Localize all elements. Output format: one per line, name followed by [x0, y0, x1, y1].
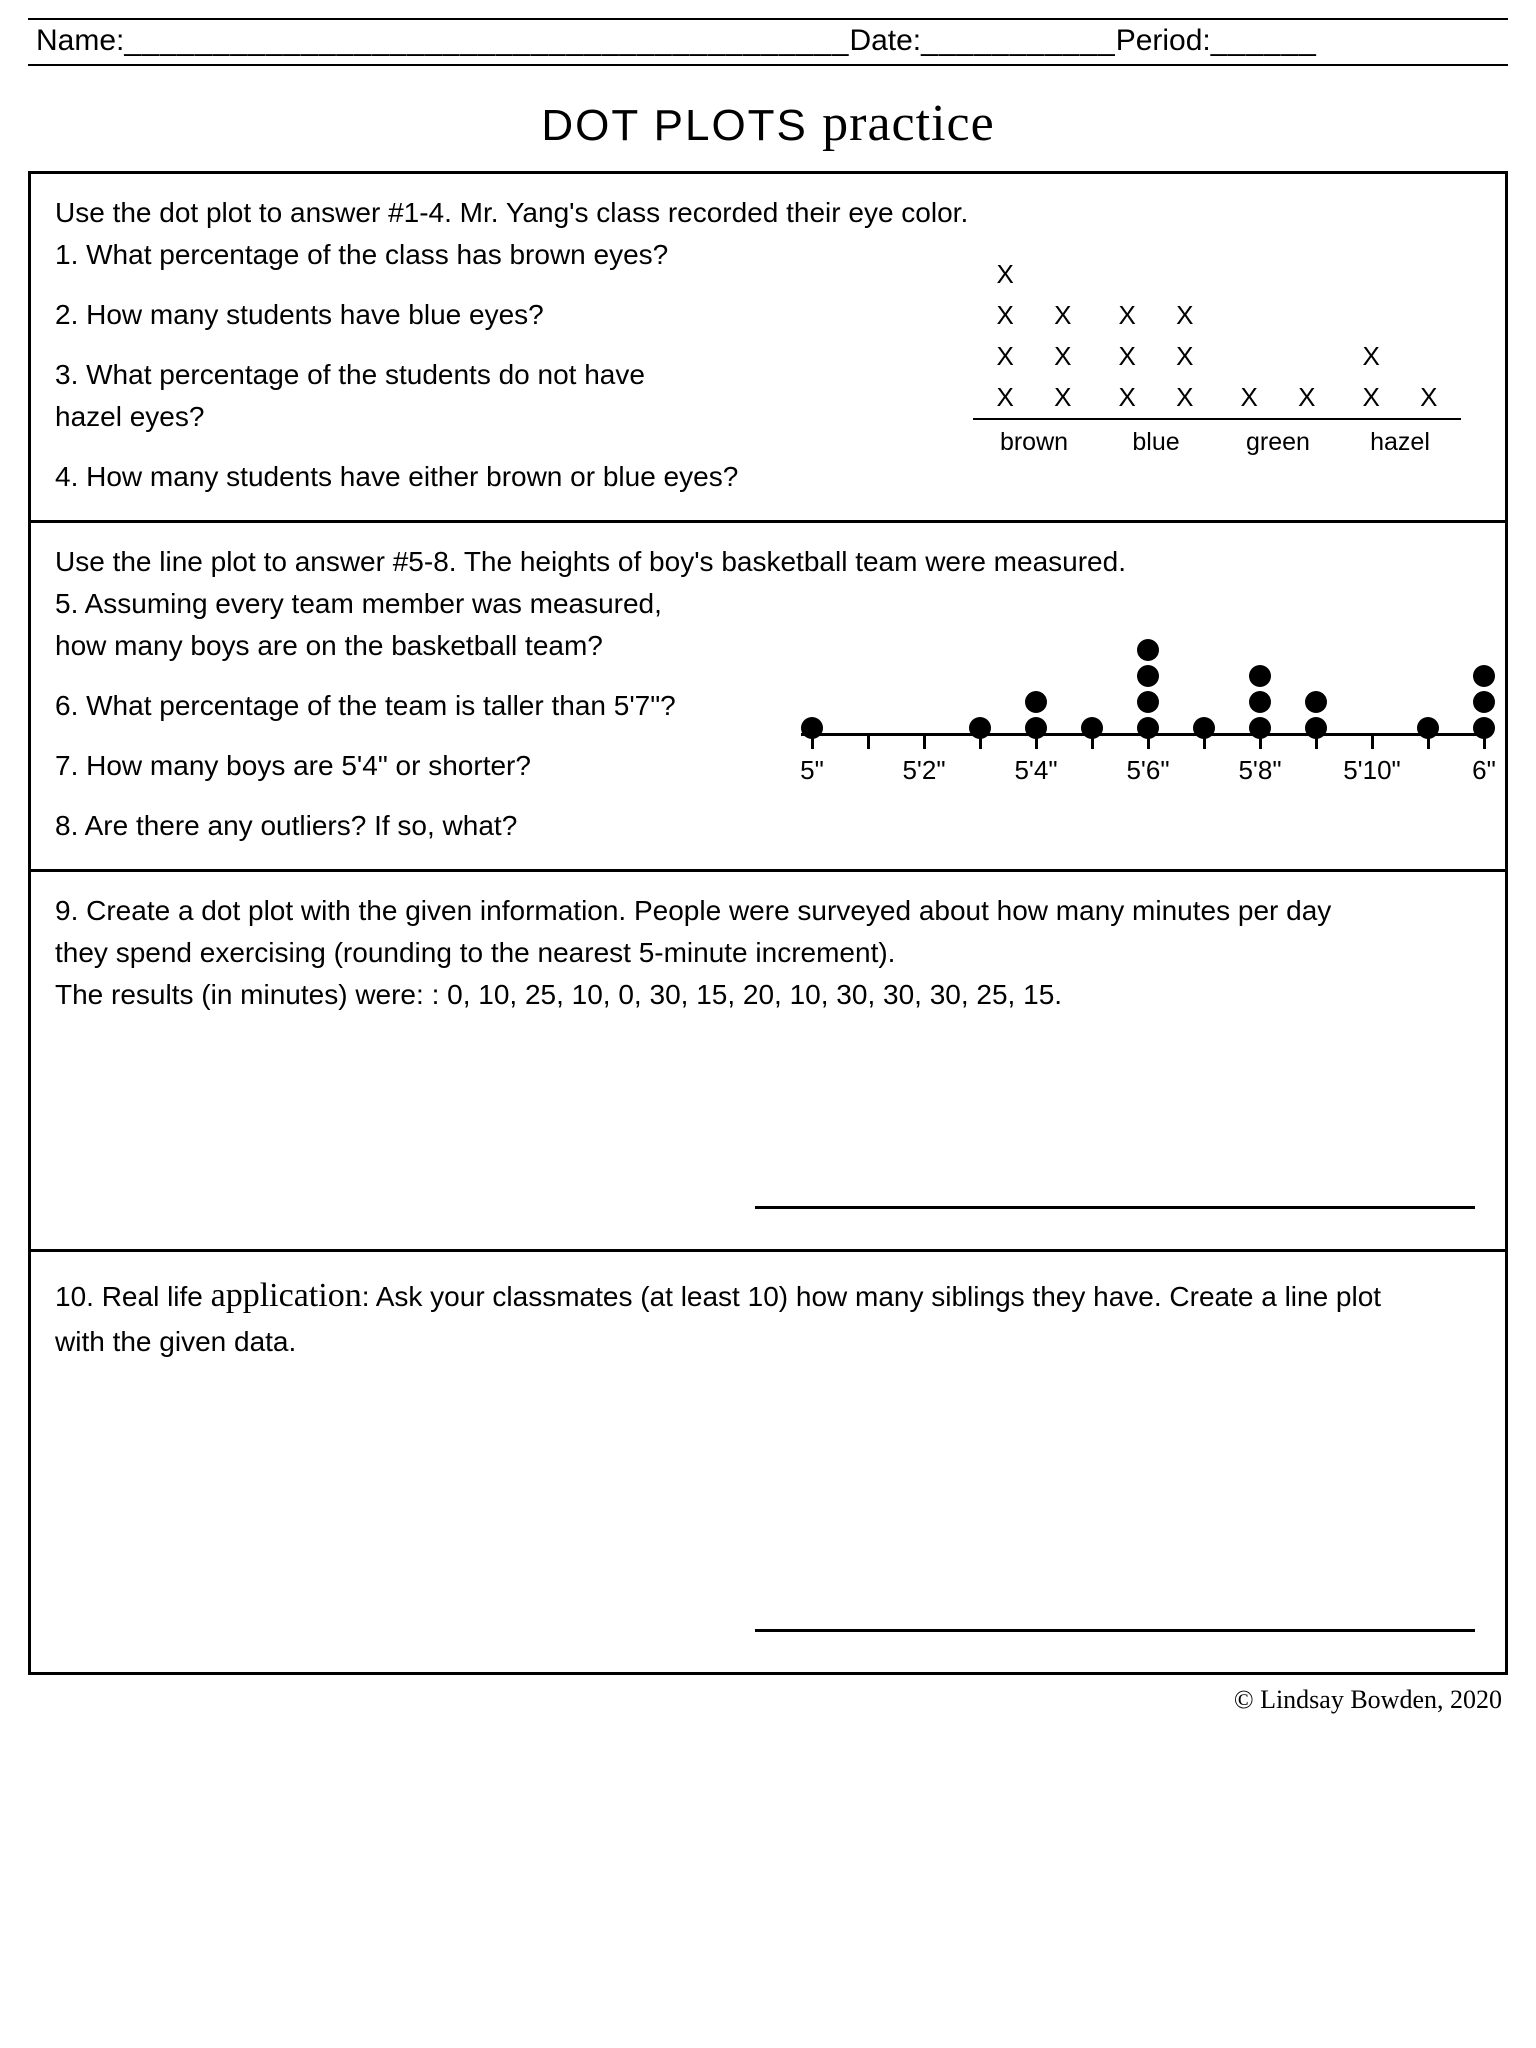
- worksheet-body: Use the dot plot to answer #1-4. Mr. Yan…: [28, 171, 1508, 1675]
- answer-line[interactable]: [755, 1206, 1475, 1209]
- worksheet-header: Name: __________________________________…: [28, 18, 1508, 66]
- q6: 6. What percentage of the team is taller…: [55, 685, 801, 727]
- q1: 1. What percentage of the class has brow…: [55, 234, 973, 276]
- q9-line1: 9. Create a dot plot with the given info…: [55, 890, 1481, 932]
- name-blank[interactable]: ________________________________________…: [124, 24, 849, 58]
- period-blank[interactable]: ______: [1211, 24, 1317, 58]
- name-label: Name:: [36, 24, 124, 58]
- date-label: Date:: [849, 24, 921, 58]
- heights-line-plot: 5"5'2"5'4"5'6"5'8"5'10"6": [801, 593, 1481, 793]
- q4: 4. How many students have either brown o…: [55, 456, 973, 498]
- s2-intro: Use the line plot to answer #5-8. The he…: [55, 541, 1481, 583]
- section-2: Use the line plot to answer #5-8. The he…: [31, 523, 1505, 872]
- q9-line3: The results (in minutes) were: : 0, 10, …: [55, 974, 1481, 1016]
- q8: 8. Are there any outliers? If so, what?: [55, 805, 801, 847]
- q5: 5. Assuming every team member was measur…: [55, 583, 801, 667]
- title-script: practice: [822, 95, 995, 152]
- section-1: Use the dot plot to answer #1-4. Mr. Yan…: [31, 174, 1505, 523]
- copyright-footer: © Lindsay Bowden, 2020: [28, 1685, 1508, 1715]
- s1-intro: Use the dot plot to answer #1-4. Mr. Yan…: [55, 192, 1481, 234]
- section-4: 10. Real life application: Ask your clas…: [31, 1252, 1505, 1672]
- date-blank[interactable]: ___________: [921, 24, 1116, 58]
- section-3: 9. Create a dot plot with the given info…: [31, 872, 1505, 1252]
- title-caps: DOT PLOTS: [541, 101, 808, 150]
- q3: 3. What percentage of the students do no…: [55, 354, 973, 438]
- eye-color-dot-plot: XXXXXXXXXXXXXXXXXXbrownbluegreenhazel: [973, 254, 1461, 463]
- q7: 7. How many boys are 5'4" or shorter?: [55, 745, 801, 787]
- q10-line2: with the given data.: [55, 1321, 1481, 1363]
- period-label: Period:: [1116, 24, 1211, 58]
- q9-line2: they spend exercising (rounding to the n…: [55, 932, 1481, 974]
- page-title: DOT PLOTS practice: [28, 94, 1508, 153]
- answer-line[interactable]: [755, 1629, 1475, 1632]
- q10-line1: 10. Real life application: Ask your clas…: [55, 1270, 1481, 1321]
- q2: 2. How many students have blue eyes?: [55, 294, 973, 336]
